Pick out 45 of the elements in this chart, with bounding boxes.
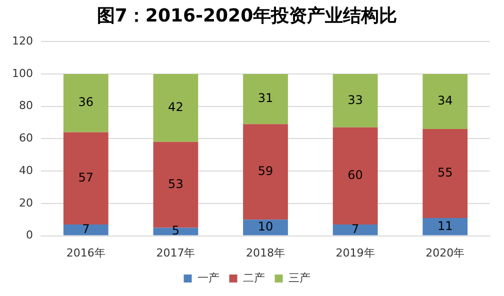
bar	[332, 127, 378, 224]
data-label: 33	[348, 92, 363, 107]
x-tick-label: 2018年	[246, 246, 285, 260]
data-label: 42	[168, 100, 184, 114]
bar	[422, 128, 468, 218]
bar	[153, 228, 198, 236]
y-tick-label: 60	[18, 132, 33, 145]
legend-label: 三产	[288, 271, 310, 284]
y-tick-label: 100	[12, 66, 33, 80]
y-tick-label: 80	[18, 99, 33, 112]
data-label: 57	[78, 170, 94, 184]
data-label: 10	[258, 220, 274, 234]
legend-label: 二产	[242, 271, 265, 284]
bar	[243, 124, 288, 220]
x-tick-label: 2020年	[426, 246, 465, 260]
data-label: 7	[351, 222, 360, 236]
chart-title: 图7：2016-2020年投资产业结构比	[96, 5, 398, 26]
y-tick-label: 20	[18, 196, 33, 210]
data-label: 55	[437, 166, 453, 180]
y-tick-label: 40	[18, 164, 33, 177]
data-label: 11	[437, 218, 453, 233]
data-label: 60	[348, 168, 363, 182]
bar	[422, 74, 468, 129]
bar	[63, 224, 108, 236]
legend-label: 一产	[197, 271, 220, 284]
data-label: 7	[82, 222, 90, 236]
bar	[153, 74, 198, 142]
bar	[63, 74, 108, 132]
bar	[422, 218, 468, 236]
y-tick-label: 120	[12, 34, 33, 48]
x-tick-label: 2016年	[66, 246, 106, 260]
data-label: 5	[172, 224, 180, 238]
data-label: 31	[258, 91, 274, 106]
data-label: 34	[437, 94, 453, 108]
x-tick-label: 2019年	[336, 246, 375, 260]
data-label: 59	[258, 164, 274, 178]
x-tick-label: 2017年	[156, 246, 196, 260]
data-label: 53	[168, 176, 184, 191]
bar	[63, 132, 108, 224]
bar	[332, 74, 378, 128]
y-tick-label: 0	[26, 228, 33, 242]
bar	[243, 74, 288, 124]
bar	[243, 220, 288, 236]
data-label: 36	[78, 95, 94, 110]
bar	[332, 224, 378, 236]
